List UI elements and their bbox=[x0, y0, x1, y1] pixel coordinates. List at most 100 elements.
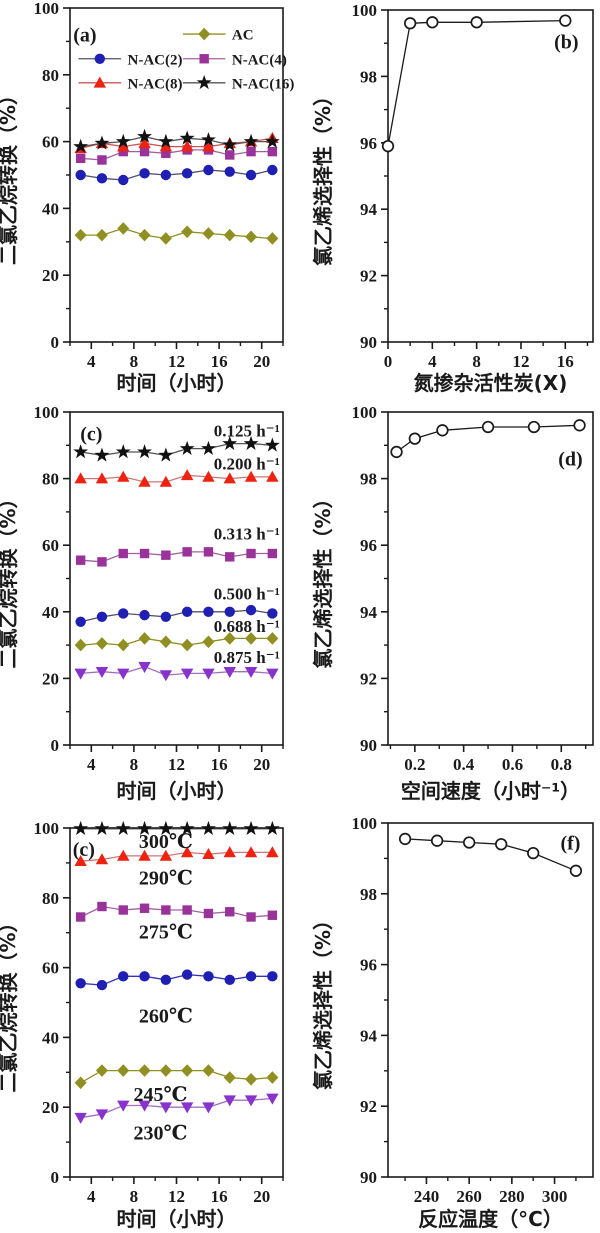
marker-circle bbox=[203, 164, 214, 176]
marker-triangledown bbox=[159, 670, 173, 682]
chart-b: 0 4 8 12 16 90 92 94 96 98 100 (b) 氮掺杂活性炭(X) 氯乙烯选择性（%… bbox=[311, 1, 594, 395]
chart-f: 240 260 280 300 90 92 94 96 98 100 (f) 反应温度（°C） 氯乙烯选… bbox=[311, 814, 594, 1231]
marker-triangledown bbox=[266, 668, 279, 680]
marker-diamond bbox=[117, 638, 130, 652]
marker-opencircle bbox=[470, 16, 483, 29]
x-tick-label: 8 bbox=[130, 352, 139, 371]
x-tick-label: 12 bbox=[168, 1187, 185, 1206]
y-tick-label: 40 bbox=[42, 199, 59, 218]
marker-square bbox=[139, 548, 150, 559]
series-label: 245℃ bbox=[134, 1084, 188, 1106]
marker-circle bbox=[118, 608, 129, 619]
marker-square bbox=[267, 146, 278, 157]
series-line bbox=[80, 851, 273, 862]
series-label: 260℃ bbox=[139, 1005, 193, 1027]
series-line bbox=[80, 666, 273, 676]
marker-square bbox=[139, 146, 150, 157]
marker-triangle bbox=[95, 472, 109, 484]
y-tick-label: 100 bbox=[352, 814, 378, 833]
panel-a: 4 8 12 16 20 0 20 40 60 80 100 AC N-AC(2) N-AC(4) N-AC… bbox=[0, 0, 300, 400]
y-tick-label: 20 bbox=[42, 1098, 59, 1117]
x-tick-label: 8 bbox=[130, 1187, 139, 1206]
marker-star bbox=[201, 132, 216, 147]
x-tick-label: 4 bbox=[87, 755, 96, 774]
marker-square bbox=[161, 905, 171, 915]
panel-letter: (c) bbox=[73, 839, 95, 861]
marker-triangle bbox=[74, 854, 87, 866]
marker-circle bbox=[118, 174, 129, 186]
y-tick-label: 80 bbox=[42, 66, 59, 85]
marker-triangle bbox=[180, 140, 194, 152]
y-tick-label: 94 bbox=[360, 603, 378, 622]
x-tick-label: 4 bbox=[87, 1187, 96, 1206]
marker-diamond bbox=[202, 227, 215, 240]
marker-diamond bbox=[159, 1064, 172, 1077]
marker-triangledown bbox=[180, 668, 194, 680]
marker-square bbox=[97, 557, 107, 567]
marker-triangle bbox=[117, 849, 130, 861]
panel-letter: (b) bbox=[554, 32, 578, 54]
marker-diamond bbox=[95, 228, 108, 242]
marker-circle bbox=[75, 169, 86, 181]
marker-circle bbox=[160, 611, 172, 622]
marker-star bbox=[222, 435, 238, 450]
marker-diamond bbox=[202, 635, 215, 649]
marker-diamond bbox=[266, 1071, 279, 1084]
marker-square bbox=[225, 150, 235, 160]
series-label: 0.313 h⁻¹ bbox=[214, 525, 280, 544]
y-tick-label: 100 bbox=[34, 819, 60, 838]
marker-diamond bbox=[245, 1072, 258, 1086]
y-tick-label: 100 bbox=[352, 1, 378, 20]
series-label: 0.688 h⁻¹ bbox=[214, 617, 280, 636]
marker-triangle bbox=[95, 853, 109, 865]
series-label: 300℃ bbox=[139, 831, 193, 853]
marker-opencircle bbox=[573, 419, 586, 432]
marker-square bbox=[246, 548, 256, 559]
series-label: 0.200 h⁻¹ bbox=[214, 455, 280, 474]
marker-star bbox=[94, 820, 110, 836]
marker-square bbox=[118, 548, 128, 559]
marker-square bbox=[161, 148, 171, 158]
marker-diamond bbox=[117, 222, 130, 235]
series-line bbox=[80, 474, 273, 483]
x-tick-label: 240 bbox=[414, 1187, 440, 1206]
y-tick-label: 80 bbox=[42, 889, 59, 908]
x-tick-label: 4 bbox=[87, 352, 96, 371]
series-line bbox=[387, 19, 566, 147]
y-tick-label: 90 bbox=[360, 736, 377, 755]
series-line bbox=[80, 1069, 273, 1084]
marker-star bbox=[201, 440, 216, 455]
marker-diamond bbox=[181, 638, 194, 652]
marker-triangle bbox=[202, 140, 215, 152]
marker-opencircle bbox=[481, 420, 495, 434]
marker-triangledown bbox=[266, 1093, 279, 1105]
x-tick-label: 20 bbox=[253, 352, 270, 371]
marker-circle bbox=[267, 971, 278, 982]
legend-label: N-AC(2) bbox=[128, 52, 183, 68]
marker-triangle bbox=[159, 849, 173, 861]
marker-star bbox=[179, 820, 195, 836]
marker-diamond bbox=[74, 228, 87, 242]
marker-triangle bbox=[266, 846, 279, 858]
marker-star bbox=[94, 447, 110, 462]
y-axis-title: 氯乙烯选择性（%） bbox=[311, 910, 335, 1090]
marker-triangledown bbox=[74, 1112, 87, 1124]
marker-triangledown bbox=[202, 668, 215, 680]
marker-triangle bbox=[266, 470, 279, 482]
x-tick-label: 300 bbox=[542, 1187, 568, 1206]
marker-square bbox=[225, 907, 235, 917]
marker-triangledown bbox=[180, 1102, 194, 1114]
series-line bbox=[80, 905, 273, 918]
marker-triangledown bbox=[223, 1095, 236, 1107]
marker-square bbox=[97, 901, 107, 912]
marker-triangle bbox=[180, 469, 194, 481]
y-tick-label: 20 bbox=[42, 266, 59, 285]
series-line bbox=[80, 137, 273, 149]
y-tick-label: 94 bbox=[360, 200, 378, 219]
marker-triangle bbox=[138, 475, 151, 487]
y-tick-label: 0 bbox=[51, 1168, 60, 1187]
marker-triangle bbox=[93, 76, 107, 88]
marker-star bbox=[158, 820, 174, 836]
panel-f: 240 260 280 300 90 92 94 96 98 100 (f) 反应温度（°C） 氯乙烯选… bbox=[300, 810, 600, 1233]
